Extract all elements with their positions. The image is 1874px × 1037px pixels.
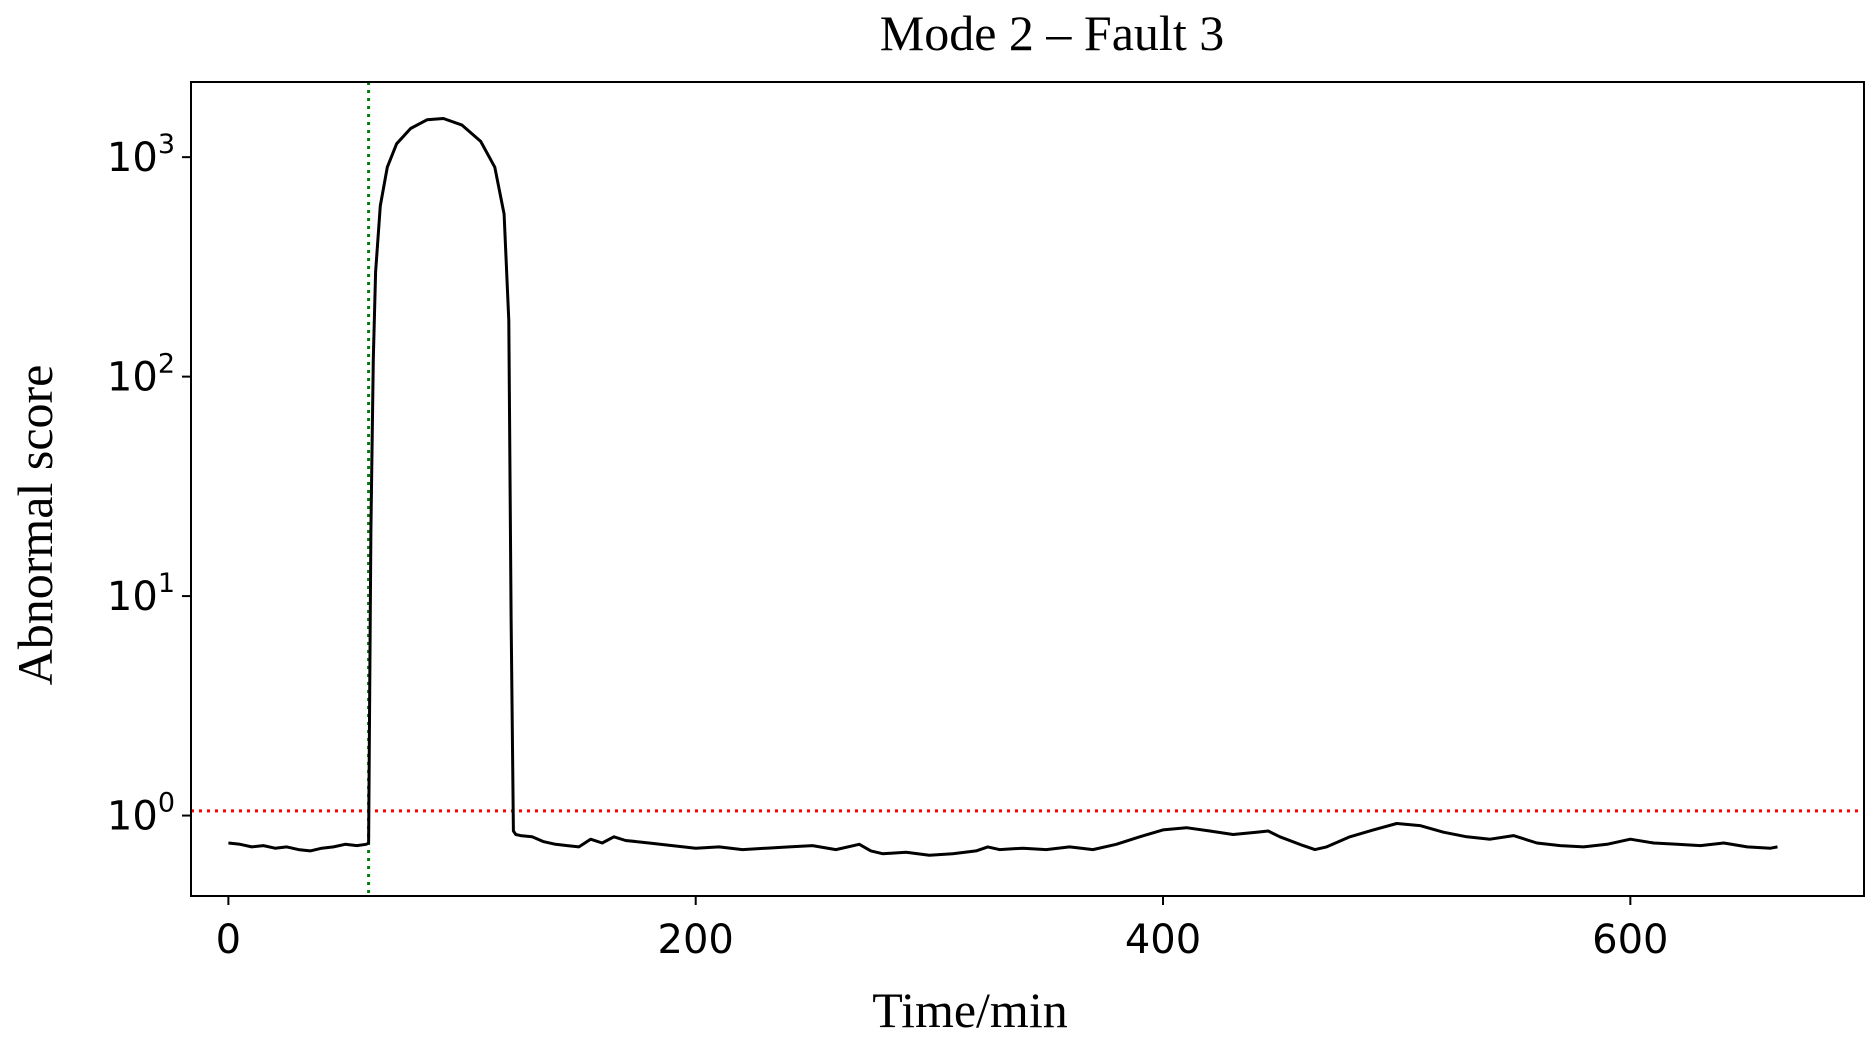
chart-title: Mode 2 – Fault 3 — [880, 5, 1224, 61]
x-axis: 0 200 400 600 — [216, 896, 1669, 963]
x-tick-label: 0 — [216, 917, 241, 963]
x-tick-label: 600 — [1592, 917, 1668, 963]
y-axis-label: Abnormal score — [7, 365, 63, 686]
x-tick-label: 400 — [1125, 917, 1201, 963]
plot-frame — [190, 81, 1865, 897]
y-axis: 100 101 102 103 — [107, 129, 191, 840]
y-tick-label: 100 — [107, 788, 175, 840]
y-tick-label: 102 — [107, 349, 175, 401]
y-tick-label: 103 — [107, 129, 175, 181]
y-tick-label: 101 — [107, 568, 175, 620]
x-axis-label: Time/min — [872, 982, 1067, 1037]
x-tick-label: 200 — [658, 917, 734, 963]
series-line-0 — [228, 117, 1778, 857]
